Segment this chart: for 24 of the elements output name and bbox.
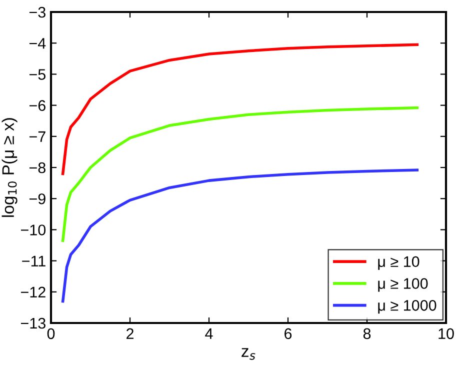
x-tick-label: 0 <box>47 328 55 340</box>
y-tick-label: −13 <box>20 318 46 329</box>
x-axis-title: z$_{s}$ <box>242 348 256 360</box>
y-tick-label: −11 <box>22 256 46 266</box>
x-tick-label: 10 <box>438 328 454 340</box>
x-tick-label: 4 <box>205 328 213 339</box>
x-tick-label: 6 <box>284 328 292 340</box>
legend-label: μ ≥ 1000 <box>378 300 436 314</box>
y-tick-label: −5 <box>29 69 46 80</box>
y-tick-label: −12 <box>20 286 46 298</box>
legend-label: μ ≥ 10 <box>378 256 420 270</box>
line-series <box>61 43 419 176</box>
x-tick-label: 8 <box>363 328 371 340</box>
legend-label: μ ≥ 100 <box>378 278 428 292</box>
x-tick-label: 2 <box>126 328 134 339</box>
y-axis-title: log$_{10}$ P(μ ≥ x) <box>2 118 18 217</box>
y-tick-label: −6 <box>29 100 46 111</box>
y-tick-label: −10 <box>20 224 46 236</box>
y-tick-label: −4 <box>29 38 46 49</box>
y-tick-label: −3 <box>29 6 46 18</box>
y-tick-label: −7 <box>29 131 46 142</box>
y-tick-label: −8 <box>29 162 46 174</box>
y-tick-label: −9 <box>29 193 46 204</box>
line-series <box>61 106 419 242</box>
